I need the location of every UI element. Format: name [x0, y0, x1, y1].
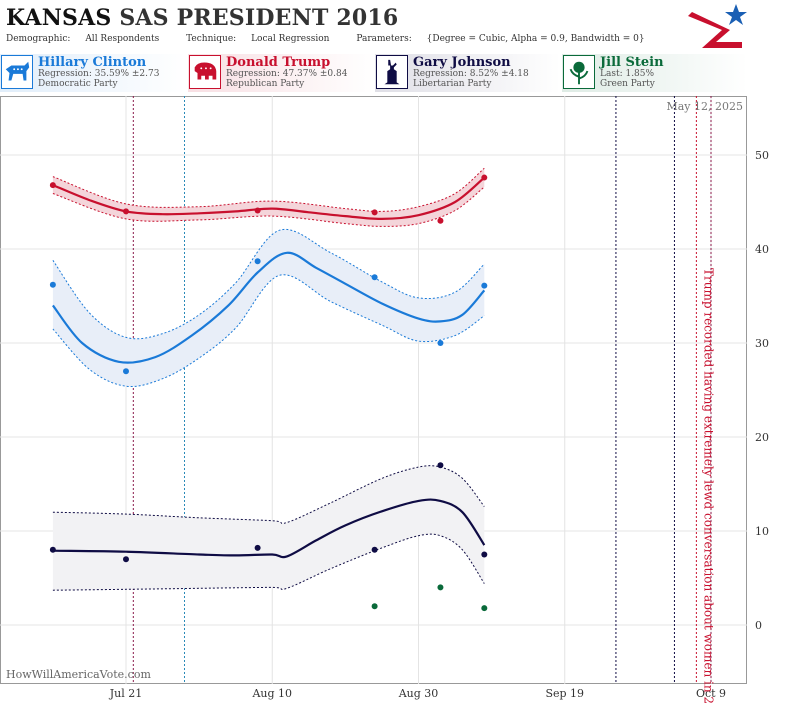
donkey-icon: [1, 55, 33, 89]
lower-bound-line: [52, 533, 485, 591]
poll-point: [254, 207, 261, 214]
y-tick-label: 0: [755, 619, 762, 632]
candidate-stein[interactable]: Jill Stein Last: 1.85% Green Party: [562, 54, 748, 92]
page-title: KANSAS SAS PRESIDENT 2016: [6, 5, 398, 31]
candidate-stat: Last: 1.85%: [600, 69, 655, 79]
site-logo[interactable]: [682, 2, 750, 52]
header: KANSAS SAS PRESIDENT 2016 Demographic: A…: [0, 0, 789, 96]
poll-point: [371, 209, 378, 216]
demographic-value: All Respondents: [85, 34, 160, 44]
candidate-name: Donald Trump: [226, 55, 331, 70]
poll-point: [437, 340, 444, 346]
demographic-label: Demographic:: [6, 34, 71, 44]
poll-point: [371, 274, 378, 281]
poll-point: [437, 217, 444, 224]
poll-point: [123, 368, 129, 375]
poll-point: [49, 546, 56, 553]
upper-bound-line: [52, 465, 485, 525]
demographic: Demographic: All Respondents: [6, 34, 171, 44]
rose-icon: [563, 55, 595, 89]
technique-label: Technique:: [186, 34, 237, 44]
plot-area: [0, 96, 747, 684]
candidate-stat: Regression: 35.59% ±2.73: [38, 69, 160, 79]
x-tick-label: Aug 30: [398, 687, 439, 700]
date-label: May 12, 2025: [666, 100, 743, 113]
y-tick-label: 40: [755, 243, 769, 256]
poll-point: [481, 605, 488, 612]
title-rest: SAS PRESIDENT 2016: [119, 5, 399, 31]
poll-point: [437, 462, 444, 469]
poll-point: [481, 551, 488, 558]
poll-point: [371, 546, 378, 553]
confidence-band: [52, 229, 485, 387]
parameters-value: {Degree = Cubic, Alpha = 0.9, Bandwidth …: [426, 34, 645, 44]
y-tick-label: 20: [755, 431, 769, 444]
poll-point: [49, 281, 56, 288]
candidate-stat: Regression: 47.37% ±0.84: [226, 69, 348, 79]
liberty-icon: [376, 55, 408, 89]
technique: Technique: Local Regression: [186, 34, 341, 44]
technique-value: Local Regression: [251, 34, 330, 44]
candidate-stat: Regression: 8.52% ±4.18: [413, 69, 529, 79]
x-tick-label: Jul 21: [109, 687, 143, 700]
polling-chart: 0 10 20 30 40 50 Jul 21 Aug 10 Aug 30 Sep 19 Oct 9…: [0, 96, 769, 704]
parameters-label: Parameters:: [356, 34, 412, 44]
x-tick-label: Aug 10: [251, 687, 292, 700]
parameters-line: Demographic: All Respondents Technique: …: [6, 34, 669, 44]
lower-bound-line: [52, 274, 485, 388]
event-annotation: Trump recorded having extremely lewd con…: [701, 268, 715, 704]
candidate-name: Hillary Clinton: [38, 55, 147, 70]
poll-point: [123, 208, 129, 215]
candidate-party: Democratic Party: [38, 79, 118, 89]
lower-bound-line: [52, 186, 485, 227]
candidate-trump[interactable]: Donald Trump Regression: 47.37% ±0.84 Re…: [188, 54, 374, 92]
x-tick-label: Sep 19: [545, 687, 584, 700]
poll-point: [123, 556, 129, 563]
y-tick-label: 50: [755, 149, 769, 162]
title-state: KANSAS: [6, 5, 112, 31]
candidate-name: Gary Johnson: [413, 55, 511, 70]
candidate-johnson[interactable]: Gary Johnson Regression: 8.52% ±4.18 Lib…: [375, 54, 561, 92]
candidate-name: Jill Stein: [600, 55, 664, 70]
candidate-party: Republican Party: [226, 79, 305, 89]
candidate-clinton[interactable]: Hillary Clinton Regression: 35.59% ±2.73…: [0, 54, 186, 92]
elephant-icon: [189, 55, 221, 89]
trend-line: [52, 251, 486, 364]
poll-point: [371, 603, 378, 610]
candidate-party: Green Party: [600, 79, 655, 89]
y-tick-label: 10: [755, 525, 769, 538]
poll-point: [437, 584, 444, 591]
poll-point: [481, 282, 488, 289]
star-icon: [725, 4, 747, 25]
poll-point: [481, 174, 488, 181]
poll-point: [254, 544, 261, 551]
upper-bound-line: [52, 167, 485, 212]
candidate-party: Libertarian Party: [413, 79, 492, 89]
y-tick-label: 30: [755, 337, 769, 350]
confidence-band: [52, 465, 485, 591]
poll-point: [49, 182, 56, 189]
poll-point: [254, 258, 261, 265]
trend-line: [52, 498, 486, 559]
x-tick-label: Oct 9: [696, 687, 726, 700]
site-watermark: HowWillAmericaVote.com: [6, 668, 151, 681]
parameters: Parameters: {Degree = Cubic, Alpha = 0.9…: [356, 34, 656, 44]
